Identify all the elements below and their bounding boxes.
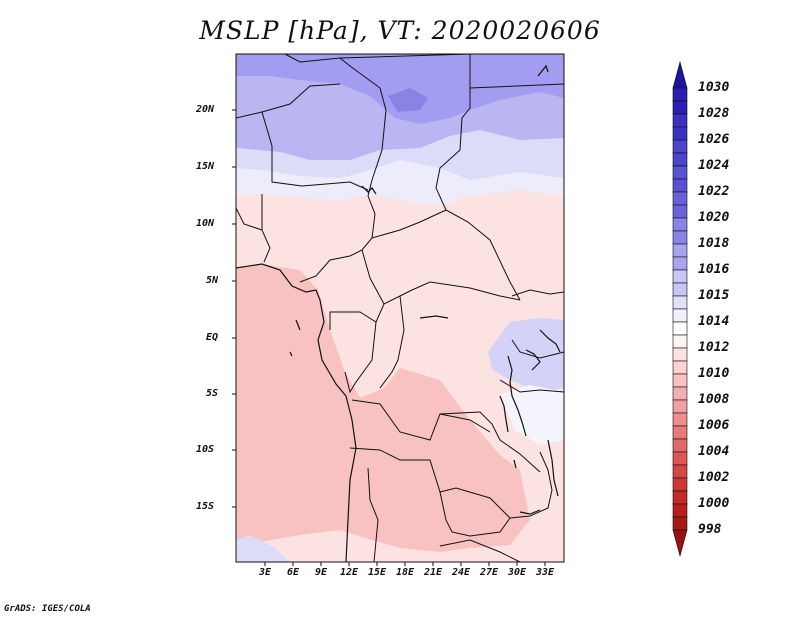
colorbar-swatch-1000 — [672, 282, 688, 297]
pressure-1016-east — [488, 318, 564, 392]
colorbar-swatch-998 — [672, 295, 688, 310]
colorbar-swatch-1015 — [672, 178, 688, 193]
pressure-1015-east — [500, 385, 564, 445]
colorbar — [672, 60, 688, 558]
colorbar-label-1010: 1010 — [698, 366, 730, 381]
country-borders — [235, 53, 565, 563]
pressure-1015-southwest — [236, 535, 290, 562]
lat-label-15s: 15S — [196, 501, 215, 512]
pressure-1022-cell — [388, 88, 428, 112]
lon-label-21e: 21E — [423, 567, 443, 578]
colorbar-label-1026: 1026 — [698, 132, 730, 147]
lat-label-10n: 10N — [196, 218, 215, 229]
colorbar-swatch-1012 — [672, 204, 688, 219]
lon-label-33e: 33E — [535, 567, 555, 578]
plot-frame — [235, 53, 565, 563]
colorbar-label-1004: 1004 — [698, 444, 730, 459]
colorbar-label-1024: 1024 — [698, 158, 730, 173]
grads-credit: GrADS: IGES/COLA — [4, 604, 91, 614]
tick-marks — [232, 109, 546, 566]
colorbar-swatch-1016 — [672, 165, 688, 180]
colorbar-swatch-1008 — [672, 230, 688, 245]
colorbar-label-1028: 1028 — [698, 106, 730, 121]
pressure-1020-band — [236, 54, 564, 124]
colorbar-top-arrow — [672, 60, 688, 89]
colorbar-swatch-1028 — [672, 87, 688, 102]
colorbar-label-1006: 1006 — [698, 418, 730, 433]
lon-label-6e: 6E — [286, 567, 300, 578]
lon-label-30e: 30E — [507, 567, 527, 578]
colorbar-swatch-1026 — [672, 100, 688, 115]
colorbar-label-1015: 1015 — [698, 288, 730, 303]
colorbar-label-1030: 1030 — [698, 80, 730, 95]
lat-label-20n: 20N — [196, 104, 215, 115]
colorbar-label-1018: 1018 — [698, 236, 730, 251]
colorbar-swatch-1010 — [672, 217, 688, 232]
lon-label-15e: 15E — [367, 567, 387, 578]
colorbar-swatch-1024 — [672, 113, 688, 128]
colorbar-label-1022: 1022 — [698, 184, 730, 199]
colorbar-swatch-1004 — [672, 256, 688, 271]
colorbar-label-1020: 1020 — [698, 210, 730, 225]
lat-label-5s: 5S — [206, 388, 219, 399]
lat-label-15n: 15N — [196, 161, 215, 172]
lon-label-12e: 12E — [339, 567, 359, 578]
chart-title: MSLP [hPa], VT: 2020020606 — [199, 16, 601, 45]
colorbar-bottom-arrow — [672, 529, 688, 558]
colorbar-swatch-1014 — [672, 191, 688, 206]
lon-label-18e: 18E — [395, 567, 415, 578]
colorbar-label-1014: 1014 — [698, 314, 730, 329]
lon-label-3e: 3E — [258, 567, 272, 578]
colorbar-swatch-1022 — [672, 126, 688, 141]
lat-label-eq: EQ — [206, 332, 219, 343]
colorbar-swatch-1018 — [672, 152, 688, 167]
colorbar-swatch-1002 — [672, 269, 688, 284]
lon-label-24e: 24E — [451, 567, 471, 578]
coastline — [235, 263, 357, 563]
lakes — [361, 64, 561, 515]
colorbar-swatch-1006 — [672, 243, 688, 258]
colorbar-label-1008: 1008 — [698, 392, 730, 407]
colorbar-label-1012: 1012 — [698, 340, 730, 355]
lon-label-27e: 27E — [479, 567, 499, 578]
lat-label-5n: 5N — [206, 275, 219, 286]
colorbar-label-1000: 1000 — [698, 496, 730, 511]
colorbar-label-998: 998 — [698, 522, 722, 537]
lat-label-10s: 10S — [196, 444, 215, 455]
colorbar-swatch-1020 — [672, 139, 688, 154]
colorbar-label-1016: 1016 — [698, 262, 730, 277]
lon-label-9e: 9E — [314, 567, 328, 578]
colorbar-label-1002: 1002 — [698, 470, 730, 485]
